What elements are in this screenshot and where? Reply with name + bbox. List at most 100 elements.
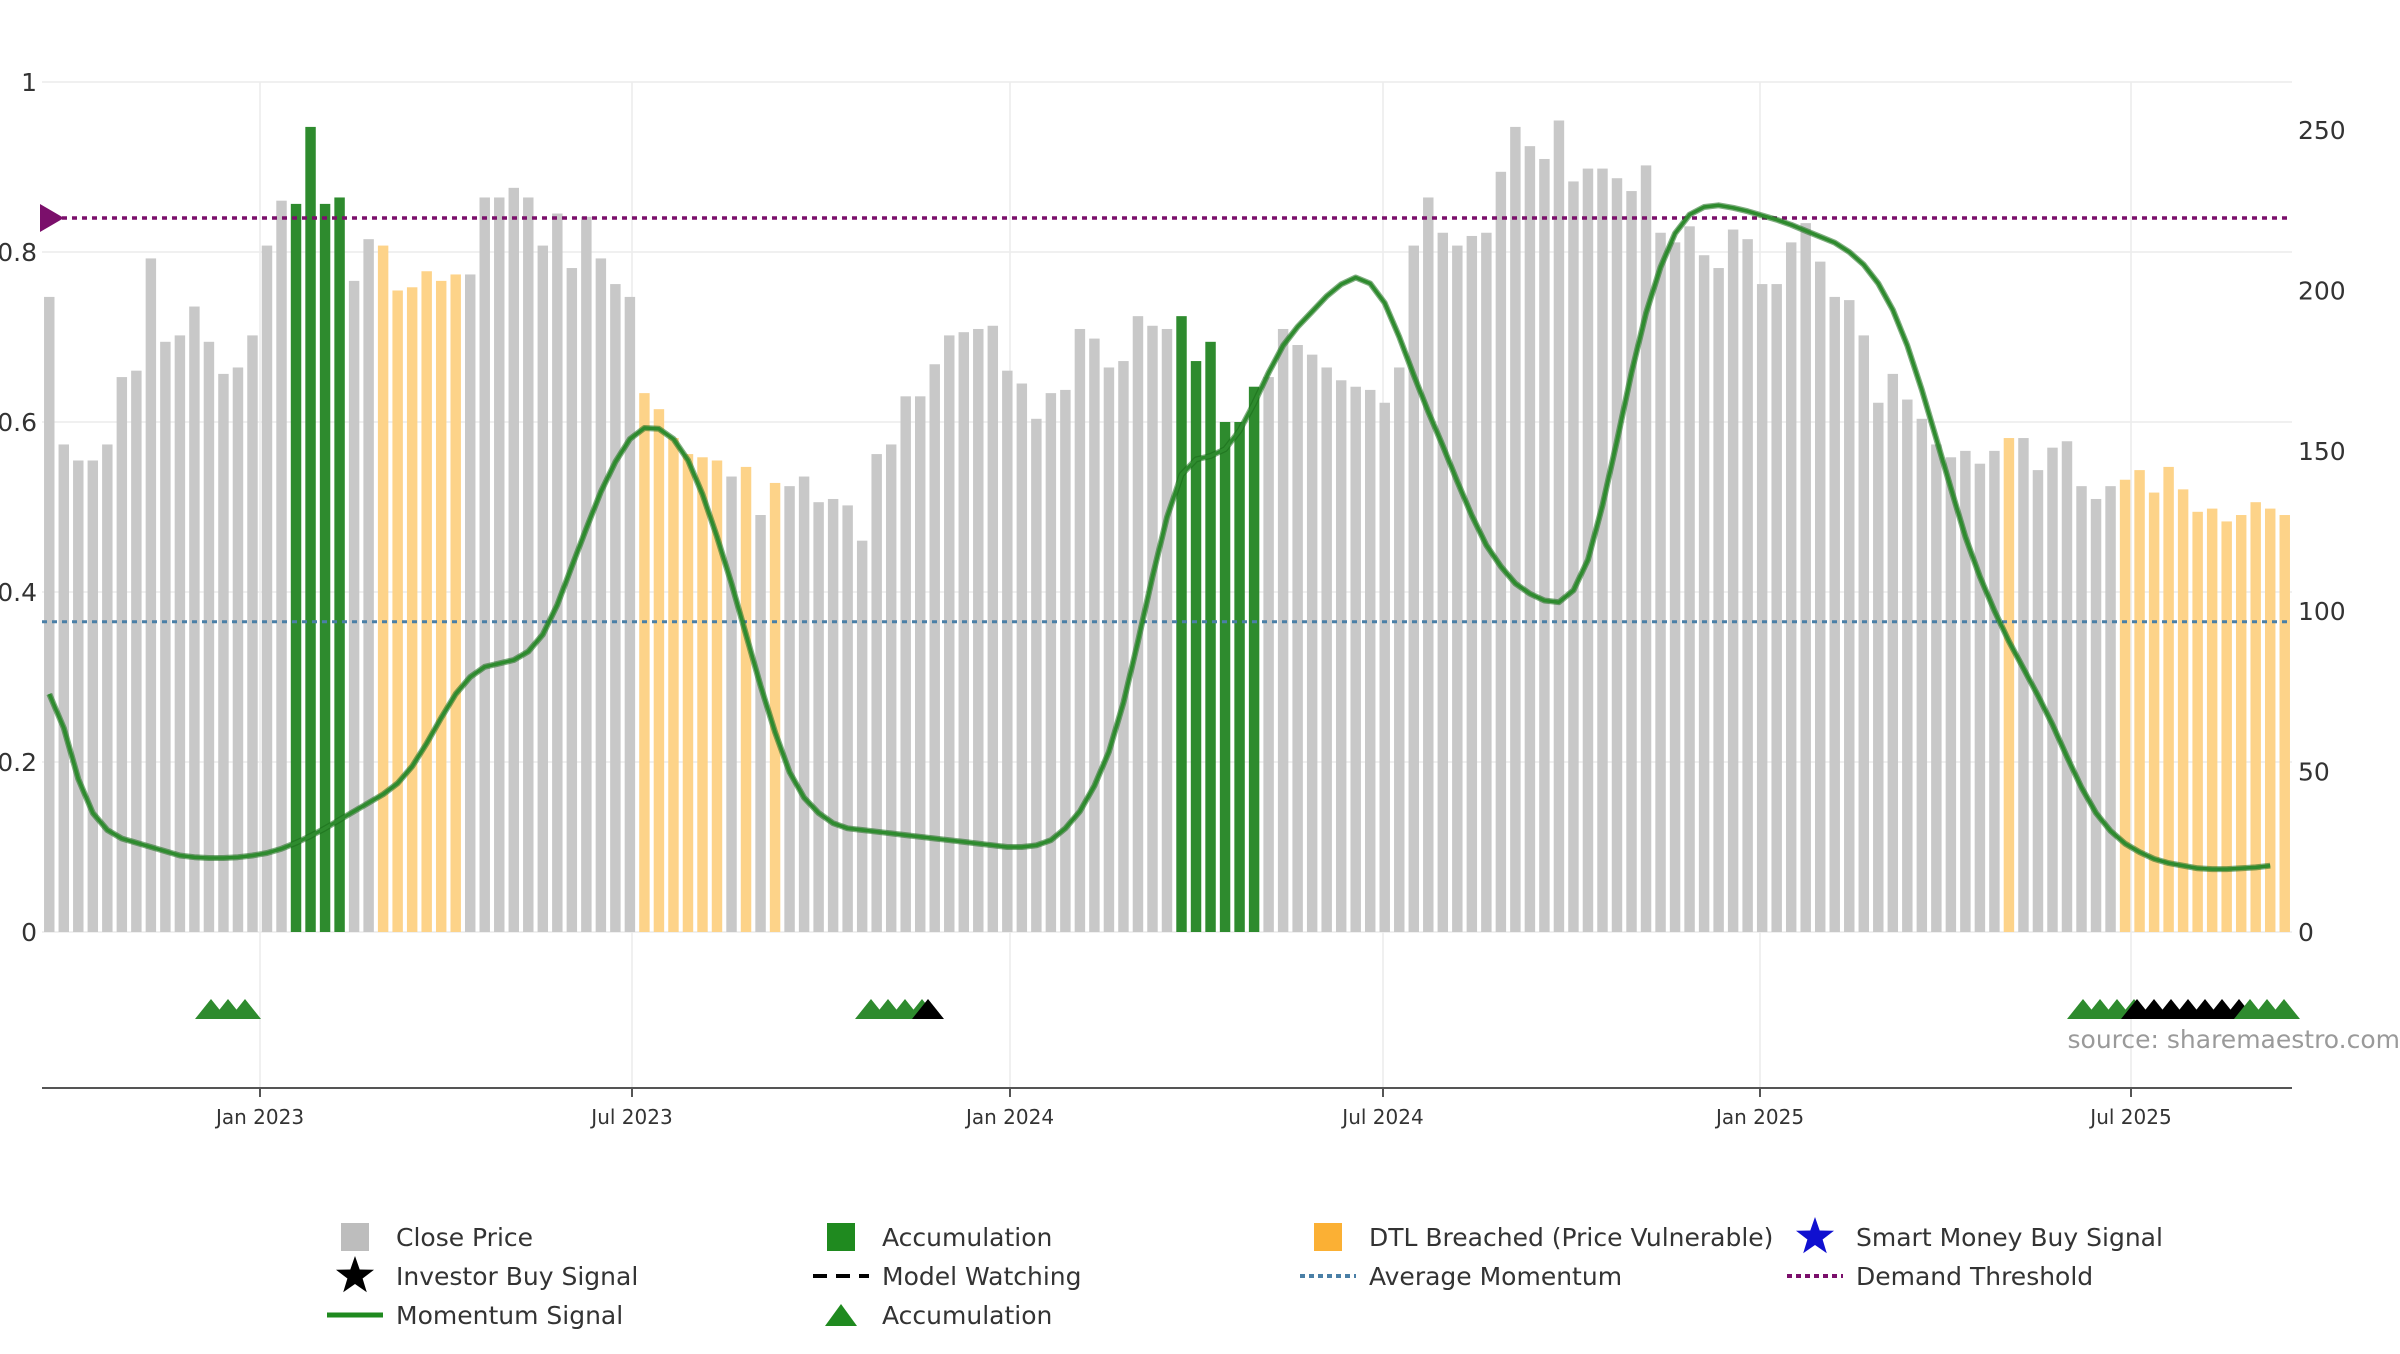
price-bar (1162, 329, 1172, 932)
price-bar (567, 268, 577, 932)
price-bar (610, 284, 620, 932)
price-bar (1800, 223, 1810, 932)
price-bar (2120, 480, 2130, 932)
price-bar (1975, 464, 1985, 932)
price-bar (581, 217, 591, 932)
price-bar (1481, 233, 1491, 932)
price-bar (639, 393, 649, 932)
price-bar (1336, 380, 1346, 932)
price-bar (102, 444, 112, 932)
price-bar (1844, 300, 1854, 932)
price-bar (1234, 422, 1244, 932)
legend-swatch (341, 1223, 369, 1251)
legend-label: Investor Buy Signal (396, 1262, 638, 1291)
price-bar (1060, 390, 1070, 932)
legend-swatch (1314, 1223, 1342, 1251)
price-bar (2004, 438, 2014, 932)
x-tick-label: Jul 2025 (2088, 1105, 2171, 1129)
legend-label: Smart Money Buy Signal (1856, 1223, 2163, 1252)
price-bar (509, 188, 519, 932)
price-bar (1307, 355, 1317, 932)
price-bar (1830, 297, 1840, 932)
price-bar (1249, 387, 1259, 932)
price-bar (349, 281, 359, 932)
price-bar (233, 367, 243, 932)
price-bar (1989, 451, 1999, 932)
price-bar (1438, 233, 1448, 932)
price-bar (73, 460, 83, 932)
price-bar (538, 246, 548, 932)
legend-triangle-icon (825, 1304, 857, 1326)
price-bar (131, 371, 141, 932)
price-bar (276, 201, 286, 932)
price-bar (1873, 403, 1883, 932)
demand-threshold-marker (40, 204, 64, 232)
price-bar (697, 457, 707, 932)
price-bar (1496, 172, 1506, 932)
price-bar (2062, 441, 2072, 932)
right-tick-label: 150 (2298, 437, 2346, 466)
right-tick-label: 200 (2298, 276, 2346, 305)
left-tick-label: 1 (21, 68, 37, 97)
price-bar (900, 396, 910, 932)
right-tick-label: 0 (2298, 918, 2314, 947)
price-bar (1409, 246, 1419, 932)
legend-star-icon (1796, 1217, 1834, 1253)
price-bar (1510, 127, 1520, 932)
price-bar (552, 214, 562, 932)
price-bar (1220, 422, 1230, 932)
price-bar (1641, 165, 1651, 932)
legend-swatch (827, 1223, 855, 1251)
price-bar (1699, 255, 1709, 932)
price-bar (1902, 400, 1912, 932)
price-bar (1380, 403, 1390, 932)
legend-label: Accumulation (882, 1223, 1052, 1252)
price-bar (988, 326, 998, 932)
price-bar (1597, 169, 1607, 932)
price-bar (1292, 345, 1302, 932)
price-bar (1771, 284, 1781, 932)
price-bar (1554, 120, 1564, 932)
price-bar (1191, 361, 1201, 932)
price-bar (1394, 367, 1404, 932)
price-bar (741, 467, 751, 932)
right-tick-label: 250 (2298, 116, 2346, 145)
price-bar (44, 297, 54, 932)
price-bar (1859, 335, 1869, 932)
price-bar (1147, 326, 1157, 932)
price-bar (813, 502, 823, 932)
x-tick-label: Jul 2023 (589, 1105, 672, 1129)
price-bar (1612, 178, 1622, 932)
left-tick-label: 0.8 (0, 238, 37, 267)
price-bar (407, 287, 417, 932)
price-bar (726, 477, 736, 932)
price-bar (421, 271, 431, 932)
price-bar (2134, 470, 2144, 932)
price-bar (480, 197, 490, 932)
legend-label: Close Price (396, 1223, 533, 1252)
price-bar (59, 444, 69, 932)
price-bar (2047, 448, 2057, 932)
price-bar (842, 505, 852, 932)
price-bar (291, 204, 301, 932)
price-bar (1539, 159, 1549, 932)
price-bar (1176, 316, 1186, 932)
price-bar (1075, 329, 1085, 932)
price-bar (392, 290, 402, 932)
price-bar (1423, 197, 1433, 932)
price-bar (1757, 284, 1767, 932)
price-bar (1917, 419, 1927, 932)
price-bar (523, 197, 533, 932)
price-bar (1467, 236, 1477, 932)
price-bar (755, 515, 765, 932)
price-bar (450, 274, 460, 932)
price-bar (784, 486, 794, 932)
price-bar (2076, 486, 2086, 932)
price-bar (305, 127, 315, 932)
price-bar (930, 364, 940, 932)
legend-star-icon (336, 1256, 374, 1292)
price-bar (175, 335, 185, 932)
right-tick-label: 100 (2298, 597, 2346, 626)
price-bar (1684, 226, 1694, 932)
